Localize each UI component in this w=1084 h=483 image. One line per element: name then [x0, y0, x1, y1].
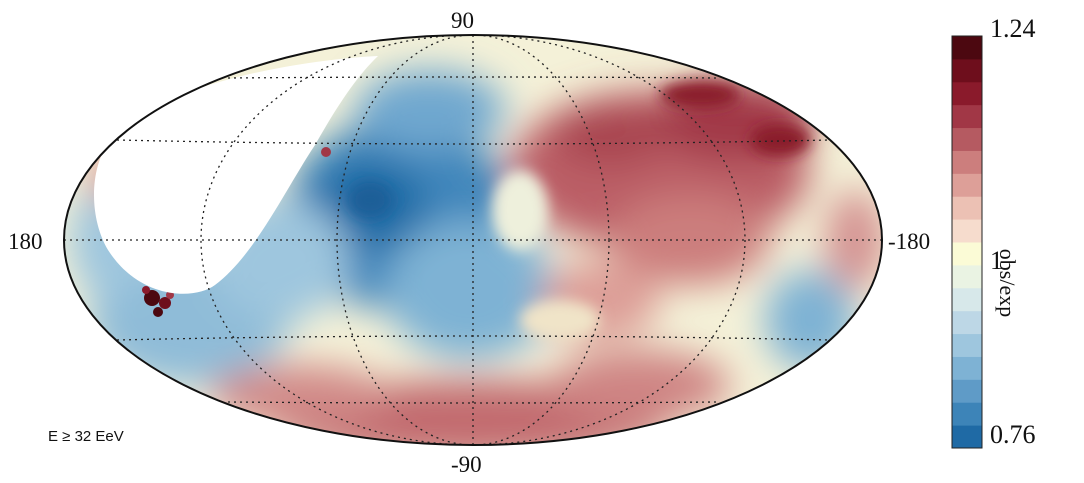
colorbar — [952, 36, 982, 449]
latitude-label-north: 90 — [451, 8, 474, 33]
colorbar-min-label: 0.76 — [990, 420, 1036, 449]
colorbar-segment — [952, 402, 982, 426]
colorbar-segment — [952, 36, 982, 60]
colorbar-mid-label: 1 — [990, 246, 1003, 275]
colorbar-segment — [952, 333, 982, 357]
colorbar-segment — [952, 104, 982, 129]
unexposed-region — [94, 56, 378, 294]
graticule-meridian-60 — [336, 35, 610, 445]
colorbar-segment — [952, 242, 982, 266]
energy-threshold-label: E ≥ 32 EeV — [48, 428, 124, 445]
intensity-map — [64, 35, 882, 445]
colorbar-segment — [952, 310, 982, 335]
deficit-north — [355, 70, 505, 150]
graticule-meridian-120 — [200, 35, 746, 445]
colorbar-segment — [952, 173, 982, 197]
map-border — [63, 34, 883, 446]
fine-structures — [348, 81, 810, 340]
colorbar-frame — [951, 35, 983, 449]
excess-east-edge — [825, 190, 882, 290]
longitude-label-left: 180 — [8, 229, 43, 254]
colorbar-max-label: 1.24 — [990, 14, 1036, 43]
graticule-lat-60n — [227, 76, 719, 79]
neutral-patch-1 — [520, 300, 600, 340]
graticule — [64, 35, 882, 445]
neutral-patch-2 — [492, 170, 548, 250]
colorbar-title: obs/exp — [995, 248, 1020, 318]
deficit-south — [385, 220, 555, 360]
colorbar-segment — [952, 287, 982, 312]
deficit-peak — [348, 182, 392, 218]
graticule-lat-60s — [227, 401, 719, 404]
colorbar-segment — [952, 58, 982, 83]
latitude-label-south: -90 — [451, 452, 482, 477]
colorbar-segment — [952, 127, 982, 151]
hotspot — [142, 147, 331, 317]
colorbar-segment — [952, 379, 982, 403]
excess-peak-ne — [660, 81, 740, 109]
excess-peak-e — [750, 124, 810, 156]
excess-hot-n — [555, 105, 665, 165]
deficit-east — [765, 270, 855, 370]
colorbar-segment — [952, 425, 982, 449]
colorbar-segment — [952, 81, 982, 106]
excess-southwest — [210, 365, 390, 425]
colorbar-segment — [952, 264, 982, 289]
colorbar-segment — [952, 196, 982, 220]
longitude-label-right: -180 — [888, 229, 931, 254]
colorbar-segment — [952, 219, 982, 243]
colorbar-segment — [952, 356, 982, 380]
colorbar-segment — [952, 150, 982, 174]
